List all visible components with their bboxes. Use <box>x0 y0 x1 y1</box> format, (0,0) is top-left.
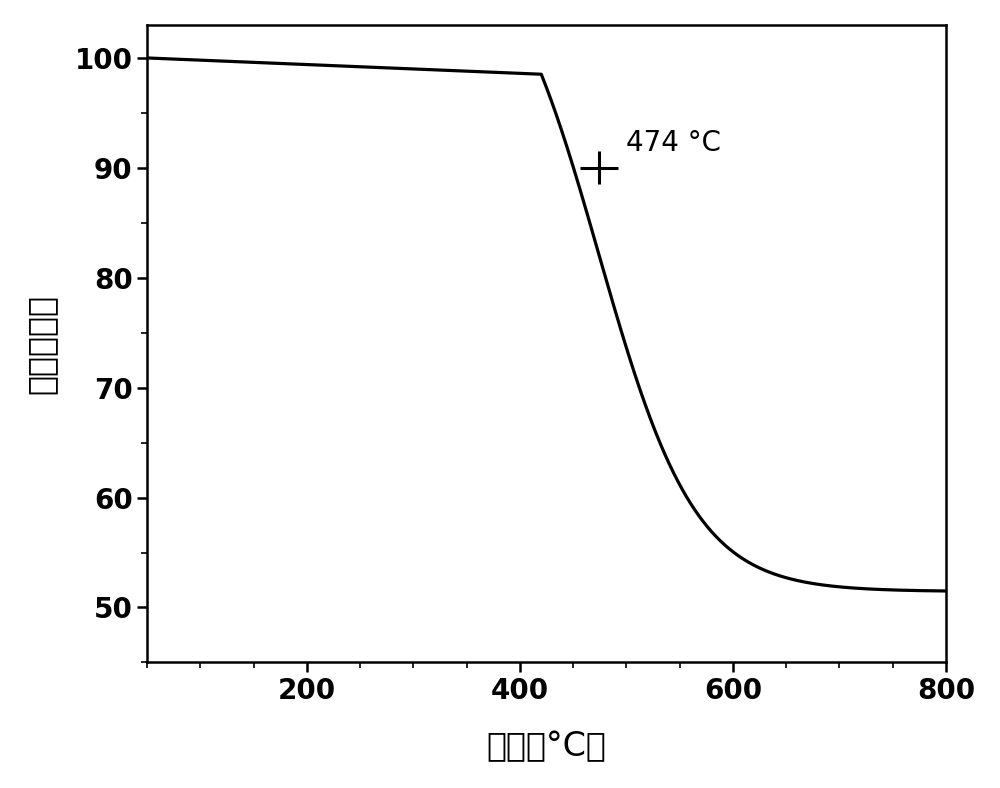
Y-axis label: 重量（％）: 重量（％） <box>25 294 58 394</box>
Text: 474 °C: 474 °C <box>626 129 721 157</box>
X-axis label: 温度（°C）: 温度（°C） <box>487 730 607 763</box>
